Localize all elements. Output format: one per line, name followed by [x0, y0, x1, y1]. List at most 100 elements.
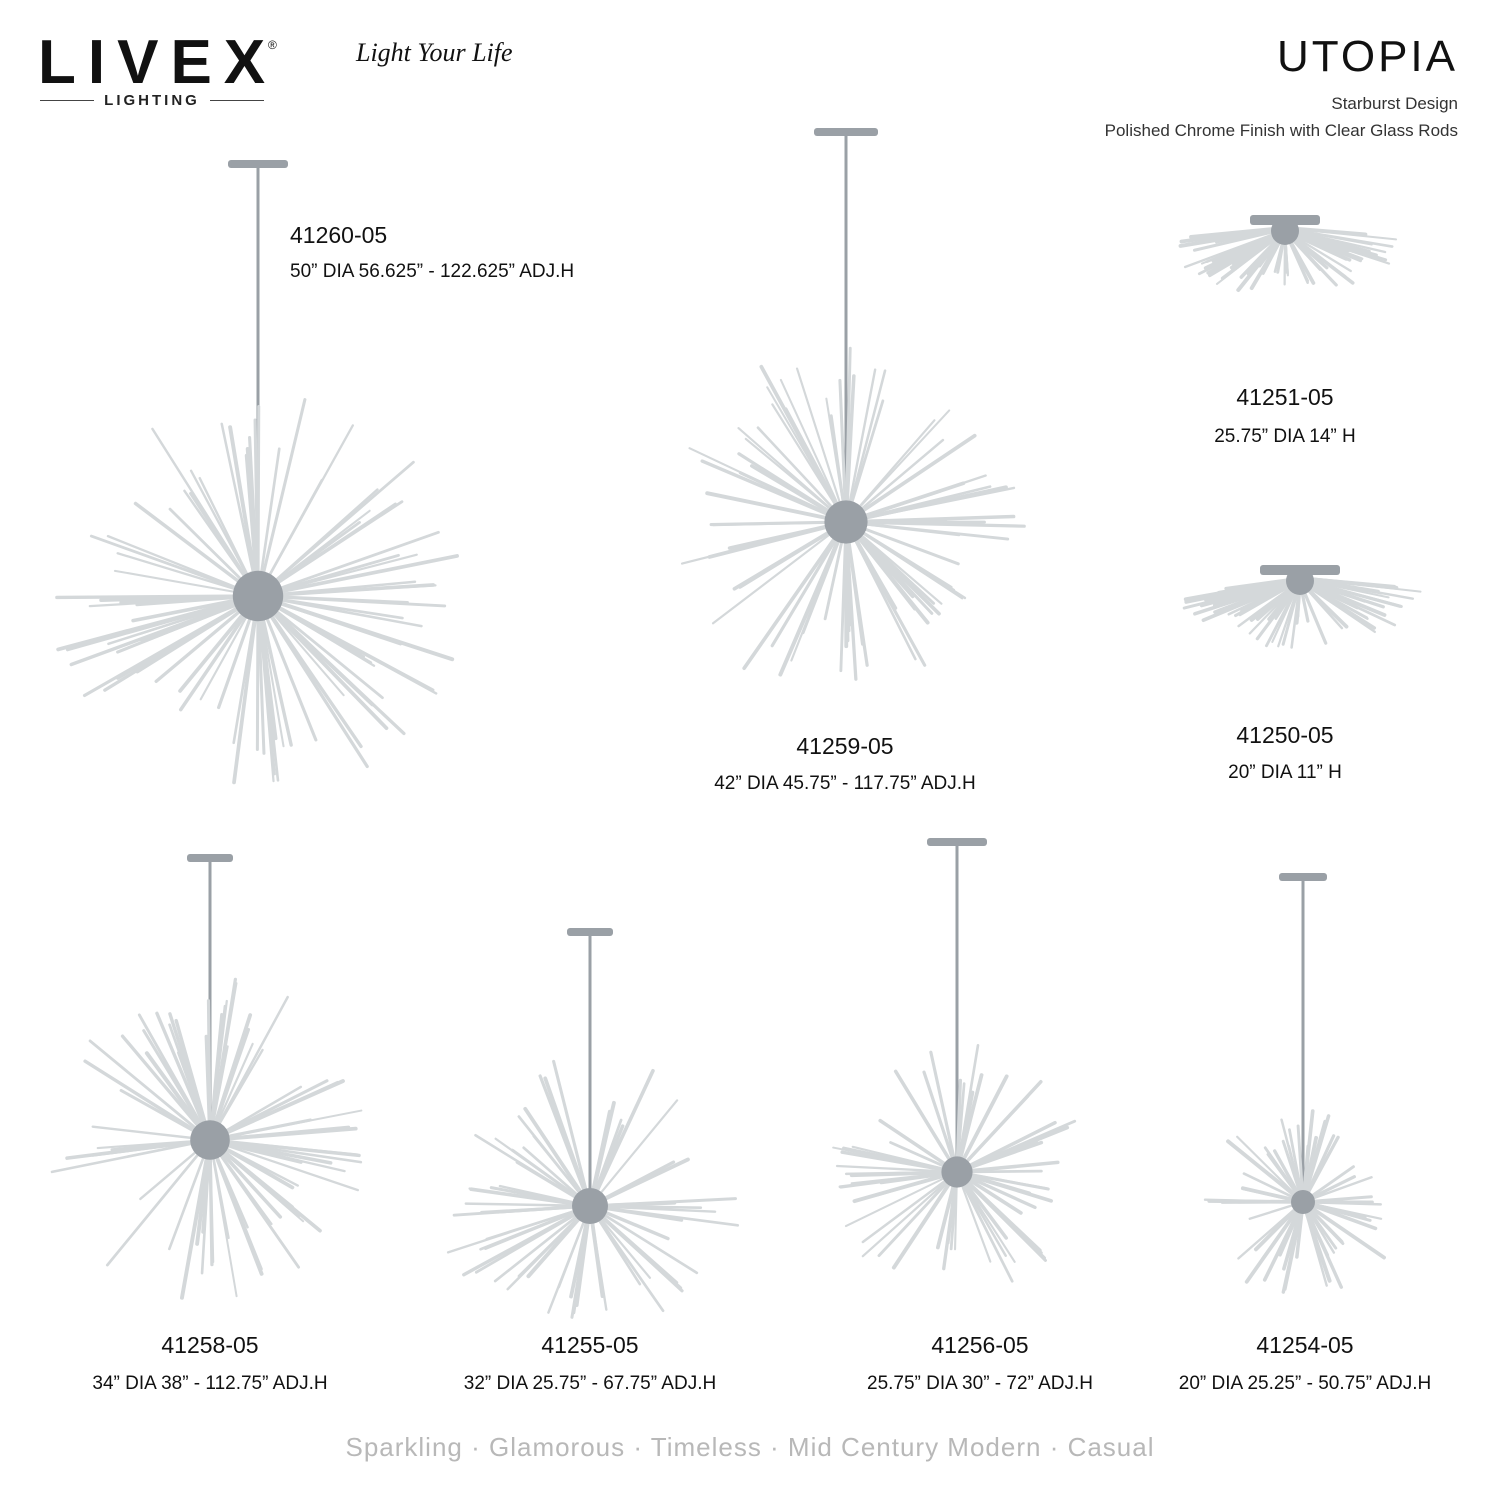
glass-rod [65, 1139, 202, 1160]
product-sku: 41259-05 [796, 733, 894, 759]
glass-rod [770, 529, 843, 648]
fixture-image-41255 [430, 924, 750, 1366]
glass-rod [1308, 1207, 1345, 1246]
glass-rod [266, 530, 440, 595]
glass-rod [210, 999, 228, 1132]
glass-rod [1224, 577, 1293, 591]
glass-rod [844, 1170, 949, 1176]
glass-rod [88, 1039, 204, 1136]
glass-rod [212, 1042, 254, 1132]
glass-rod [1272, 1149, 1300, 1195]
glass-rod [838, 378, 848, 514]
glass-rod [1253, 1207, 1298, 1252]
glass-rod [852, 433, 977, 519]
glass-rod [1307, 578, 1380, 594]
glass-rod [214, 1145, 283, 1219]
glass-rod [854, 490, 942, 521]
glass-rod [1307, 580, 1403, 608]
glass-rod [1262, 1209, 1301, 1282]
fixture-image-41250 [1160, 561, 1440, 718]
glass-rod [131, 596, 250, 623]
glass-rod [217, 1085, 303, 1137]
starburst-fixture [680, 128, 1026, 681]
glass-rod [1296, 1124, 1304, 1194]
glass-rod [1305, 1209, 1343, 1289]
logo-rule-right [209, 100, 265, 101]
glass-rod [210, 1045, 229, 1132]
glass-rod [258, 604, 285, 748]
glass-rod [151, 427, 254, 589]
glass-rod [1302, 583, 1349, 629]
glass-rod [266, 596, 423, 628]
glass-rod [264, 521, 361, 592]
glass-rod [878, 1118, 951, 1169]
glass-rod [260, 603, 318, 742]
glass-rod [846, 368, 877, 514]
glass-rod [96, 1139, 202, 1150]
glass-rod [258, 447, 281, 588]
glass-rod [1246, 234, 1284, 276]
glass-rod [963, 1175, 1023, 1215]
glass-rod [264, 500, 404, 592]
glass-rod [844, 1175, 950, 1228]
glass-rod [1249, 234, 1285, 291]
chrome-hub [572, 1188, 608, 1224]
product-sku: 41256-05 [931, 1332, 1029, 1358]
glass-rod [1182, 579, 1293, 610]
glass-rod [595, 1211, 684, 1293]
glass-rod [211, 1027, 251, 1133]
glass-rod [851, 527, 934, 615]
glass-rod [854, 521, 961, 537]
glass-rod [1263, 1146, 1299, 1196]
glass-rod [232, 604, 259, 785]
glass-rod [248, 436, 260, 588]
glass-rod [709, 520, 838, 527]
glass-rod [949, 1180, 958, 1251]
glass-rod [1242, 1172, 1296, 1199]
glass-rod [570, 1214, 590, 1319]
glass-rod [595, 1099, 679, 1200]
glass-rod [105, 1146, 206, 1267]
glass-rod [133, 501, 252, 592]
glass-rod [853, 523, 960, 566]
glass-rod [91, 1125, 202, 1141]
glass-rod [832, 1146, 949, 1172]
glass-rod [168, 1023, 209, 1132]
glass-rod [56, 596, 251, 652]
glass-rod [956, 1082, 966, 1164]
glass-rod [861, 1177, 951, 1258]
glass-rod [266, 553, 418, 595]
glass-rod [1290, 233, 1352, 273]
glass-rod [962, 1177, 1047, 1262]
glass-rod [964, 1173, 1054, 1203]
glass-rod [1291, 231, 1363, 261]
glass-rod [526, 1211, 586, 1279]
product-sku: 41260-05 [290, 222, 388, 248]
glass-rod [1240, 1186, 1296, 1202]
glass-rod [849, 529, 917, 661]
glass-rod [509, 1209, 583, 1253]
glass-rod [964, 1120, 1057, 1170]
glass-rod [1271, 585, 1299, 643]
glass-rod [960, 1179, 1007, 1257]
glass-rod [119, 594, 250, 605]
glass-rod [844, 530, 858, 681]
glass-rod [784, 407, 844, 515]
product-spec: 42” DIA 45.75” - 117.75” ADJ.H [714, 773, 976, 794]
collection-subtitle-finish: Polished Chrome Finish with Clear Glass … [1104, 121, 1458, 140]
starburst-fixture [832, 838, 1077, 1283]
glass-rod [479, 1208, 583, 1251]
glass-rod [1197, 232, 1280, 276]
glass-rod [956, 1090, 975, 1165]
glass-rod [266, 595, 447, 608]
glass-rod [155, 1011, 208, 1133]
product-spec: 50” DIA 56.625” - 122.625” ADJ.H [290, 261, 575, 282]
fixture-image-41259 [656, 124, 1036, 712]
glass-rod [198, 476, 255, 589]
glass-rod [597, 1209, 699, 1275]
collection-title: UTOPIA [1276, 32, 1458, 81]
glass-rod [935, 1179, 957, 1250]
glass-rod [1310, 1203, 1378, 1231]
chrome-hub [1286, 567, 1314, 595]
glass-rod [498, 1184, 582, 1206]
